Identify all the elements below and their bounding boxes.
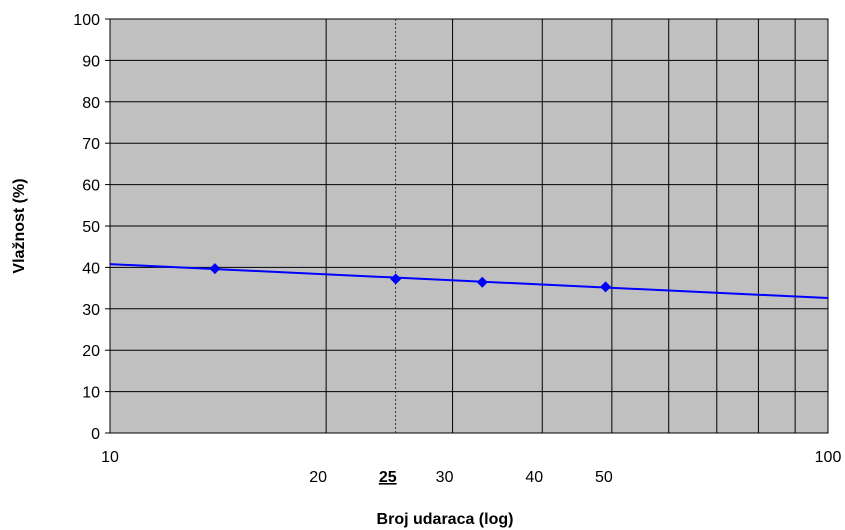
series [109, 263, 829, 300]
x-tick-label-highlight: 25 [379, 469, 397, 486]
data-point [390, 273, 402, 285]
y-axis-title: Vlažnost (%) [11, 178, 28, 273]
x-tick-label: 100 [815, 449, 842, 466]
y-tick-label: 0 [91, 426, 100, 443]
x-tick-label: 10 [101, 449, 119, 466]
axes [105, 18, 829, 434]
x-tick-label: 50 [595, 469, 613, 486]
data-point [209, 263, 221, 275]
y-tick-label: 60 [82, 178, 100, 195]
x-tick-labels: 10 20 25 30 40 50 100 [101, 449, 841, 486]
trendline [109, 263, 829, 300]
y-tick-label: 50 [82, 219, 100, 236]
data-point [600, 281, 612, 293]
x-tick-label: 30 [436, 469, 454, 486]
y-tick-label: 100 [73, 12, 100, 29]
y-tick-label: 20 [82, 343, 100, 360]
y-tick-label: 10 [82, 385, 100, 402]
y-tick-label: 80 [82, 95, 100, 112]
x-axis-title: Broj udaraca (log) [377, 511, 514, 528]
data-point [476, 276, 488, 288]
y-tick-label: 70 [82, 136, 100, 153]
x-tick-label: 40 [525, 469, 543, 486]
x-tick-label: 20 [309, 469, 327, 486]
y-tick-label: 90 [82, 53, 100, 70]
y-tick-label: 40 [82, 260, 100, 277]
y-tick-labels: 0 10 20 30 40 50 60 70 80 90 100 [73, 12, 100, 443]
y-tick-label: 30 [82, 302, 100, 319]
